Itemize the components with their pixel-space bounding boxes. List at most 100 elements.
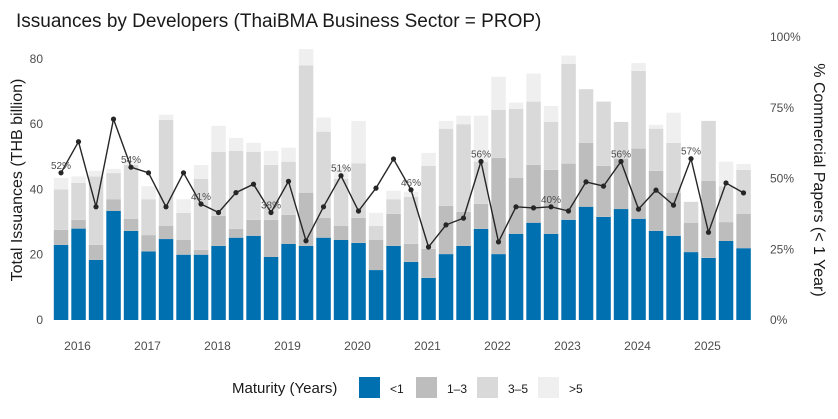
bar-segment-1 [368, 240, 384, 270]
bar-segment-0 [193, 254, 209, 320]
x-tick-label: 2024 [624, 339, 651, 353]
bar-segment-0 [403, 261, 419, 320]
bar-segment-1 [316, 217, 331, 238]
cp-share-point [355, 208, 362, 214]
bar-segment-1 [596, 165, 611, 217]
pct-data-label: 54% [121, 155, 141, 166]
x-tick-label: 2020 [344, 339, 371, 353]
bar-segment-2 [683, 201, 699, 223]
bar-segment-0 [123, 230, 139, 320]
cp-share-point [320, 204, 327, 210]
cp-share-point [495, 239, 502, 245]
bar-segment-2 [456, 124, 471, 212]
cp-share-point [705, 229, 712, 235]
bar-segment-3 [543, 105, 559, 122]
bar-segment-3 [106, 168, 121, 174]
bar-segment-3 [193, 165, 209, 179]
bar-segment-1 [88, 244, 104, 260]
y-tick-label: 0 [36, 313, 43, 327]
cp-share-point [723, 180, 729, 186]
bar-segment-1 [71, 219, 86, 229]
y-tick-label: 80 [30, 52, 44, 66]
bar-segment-0 [263, 257, 279, 320]
x-tick-label: 2022 [484, 339, 511, 353]
bar-segment-2 [176, 212, 191, 240]
bar-segment-0 [141, 251, 156, 320]
bar-segment-1 [648, 170, 664, 231]
bar-segment-0 [456, 245, 471, 320]
bar-segment-3 [473, 115, 489, 162]
pct-data-label: 40% [541, 195, 561, 206]
cp-share-point [128, 164, 134, 170]
bar-segment-2 [123, 165, 139, 219]
pct-data-label: 51% [331, 164, 351, 175]
legend-swatch [416, 377, 437, 398]
bar-segment-2 [613, 121, 629, 159]
bar-segment-2 [333, 179, 349, 226]
bar-segment-1 [228, 228, 244, 238]
cp-share-point [618, 158, 624, 165]
legend-label: 1–3 [447, 382, 467, 396]
bar-segment-3 [176, 199, 191, 213]
bar-segment-1 [211, 215, 226, 246]
y-tick-label: 40 [30, 182, 44, 196]
cp-share-point [338, 173, 344, 179]
bar-segment-3 [71, 176, 86, 183]
bar-segment-2 [211, 151, 226, 216]
bar-segment-3 [246, 142, 261, 152]
bar-segment-1 [386, 213, 401, 246]
bar-segment-0 [298, 245, 314, 320]
bar-segment-3 [281, 147, 296, 162]
bar-segment-2 [543, 121, 559, 170]
y-axis-title: Total Issuances (THB billion) [9, 79, 26, 282]
bar-segment-1 [53, 229, 69, 245]
bar-segment-3 [158, 114, 174, 120]
bar-segment-0 [736, 248, 751, 320]
bar-segment-2 [701, 120, 716, 181]
bar-segment-0 [228, 237, 244, 320]
bar-segment-2 [316, 131, 331, 218]
bar-segment-3 [333, 166, 349, 179]
bar-segment-0 [578, 206, 594, 320]
cp-share-point [390, 156, 397, 162]
bar-segment-3 [736, 164, 751, 170]
bar-segment-2 [71, 182, 86, 220]
bar-segment-0 [211, 245, 226, 320]
bar-segment-0 [281, 243, 296, 320]
cp-share-point [478, 158, 484, 165]
cp-share-point [670, 202, 677, 208]
bar-segment-0 [316, 237, 331, 320]
bar-segment-1 [298, 192, 314, 246]
bar-segment-2 [421, 165, 436, 249]
bar-segment-2 [281, 161, 296, 215]
cp-share-point [110, 116, 117, 122]
bar-segment-0 [683, 252, 699, 320]
bar-segment-0 [648, 230, 664, 320]
bar-segment-0 [596, 216, 611, 320]
x-axis: 2016 2017 2018 2019 2020 2021 2022 2023 2024 2025 [64, 339, 721, 353]
legend-label: <1 [390, 382, 404, 396]
bar-segment-0 [561, 219, 576, 320]
cp-share-point [653, 187, 659, 193]
y2-tick-label: 100% [770, 30, 801, 44]
bar-segment-2 [578, 89, 594, 143]
pct-data-label: 57% [681, 147, 701, 158]
bar-segment-1 [613, 158, 629, 210]
cp-share-point [58, 170, 64, 176]
bar-segment-0 [666, 235, 681, 320]
bar-segment-0 [106, 211, 121, 320]
cp-share-point [408, 187, 414, 193]
bar-segment-0 [88, 259, 104, 320]
bar-segment-3 [491, 76, 506, 110]
bar-segment-0 [421, 277, 436, 320]
pct-data-label: 56% [471, 150, 491, 161]
bar-segment-3 [141, 186, 156, 200]
cp-share-point [233, 190, 239, 196]
bar-segment-0 [368, 270, 384, 320]
bar-segment-2 [718, 186, 734, 223]
bar-segment-0 [71, 228, 86, 320]
cp-share-point [443, 222, 449, 228]
bar-segment-3 [648, 124, 664, 129]
bar-segment-1 [403, 243, 419, 262]
bar-segment-3 [263, 150, 279, 165]
